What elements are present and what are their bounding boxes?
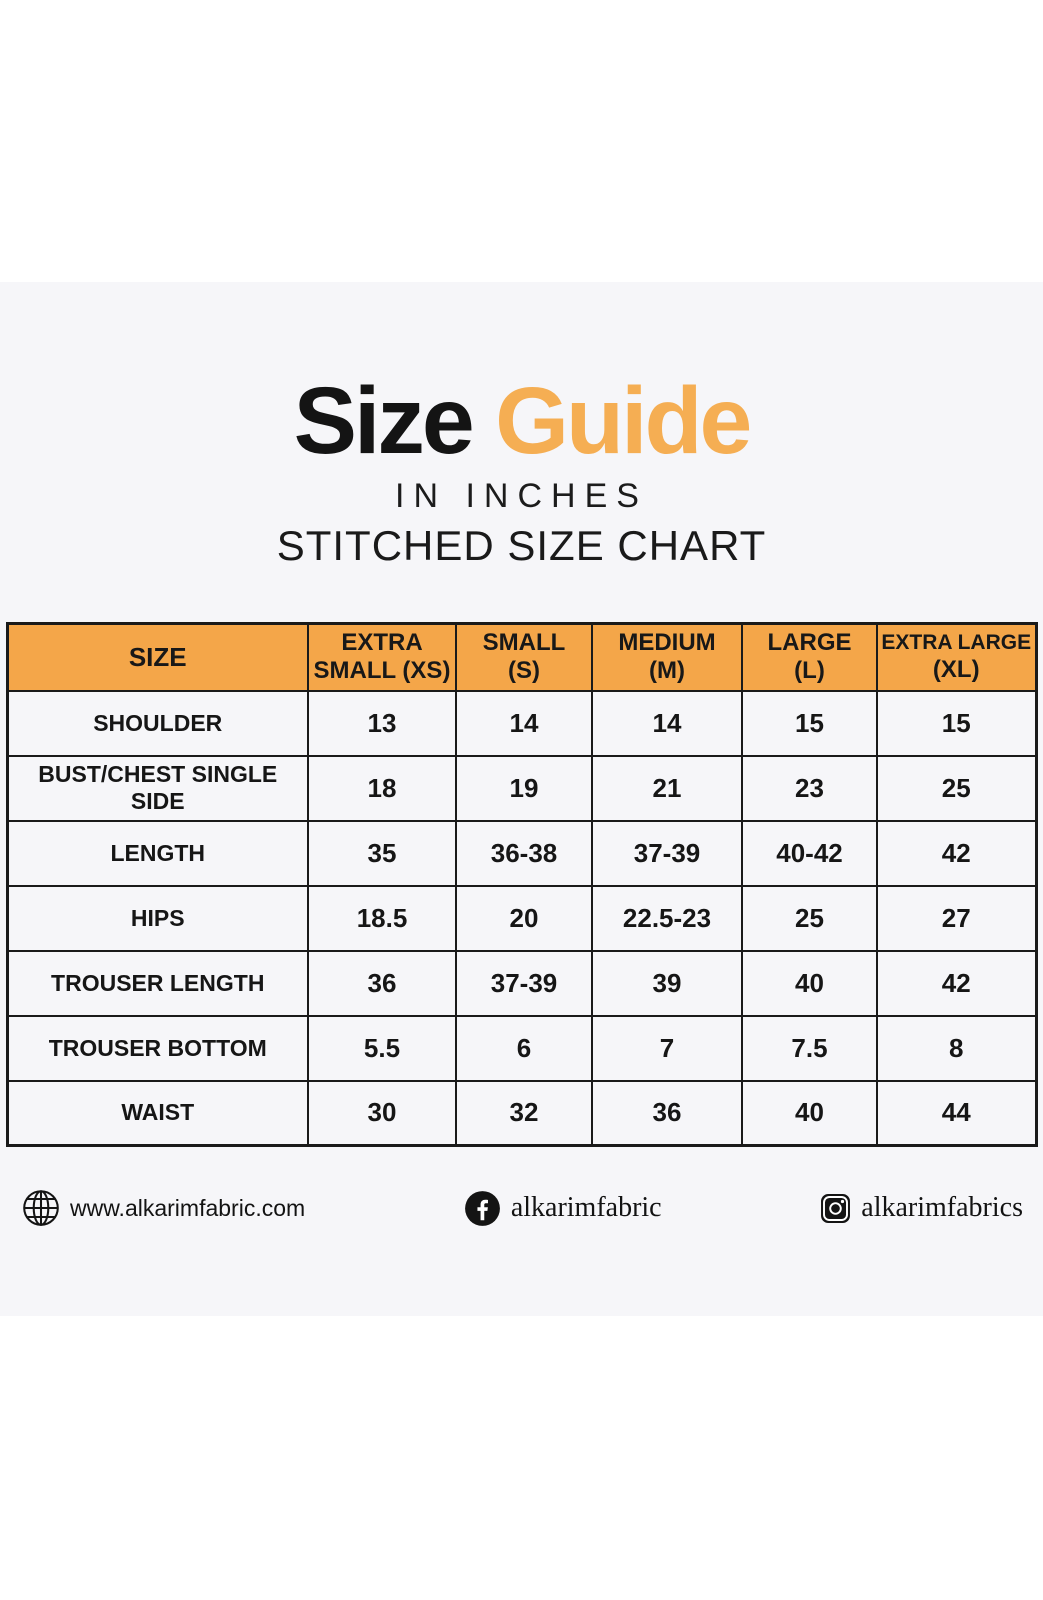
- cell-value: 36-38: [455, 819, 593, 887]
- table-row-waist: WAIST 30 32 36 40 44: [6, 1079, 1037, 1147]
- cell-value: 5.5: [307, 1014, 457, 1082]
- row-label: TROUSER BOTTOM: [6, 1014, 309, 1082]
- cell-value: 37-39: [591, 819, 743, 887]
- col-header-large: LARGE (L): [741, 622, 878, 692]
- row-label: SHOULDER: [6, 689, 309, 757]
- col-header-label: EXTRA: [341, 629, 423, 657]
- col-header-extra-large: EXTRA LARGE (XL): [876, 622, 1037, 692]
- col-header-extra-small: EXTRA SMALL (XS): [307, 622, 457, 692]
- cell-value: 35: [307, 819, 457, 887]
- col-header-label: (L): [794, 657, 825, 685]
- col-header-label: (M): [649, 657, 685, 685]
- row-label: LENGTH: [6, 819, 309, 887]
- cell-value: 32: [455, 1079, 593, 1147]
- col-header-label: EXTRA LARGE: [881, 631, 1032, 655]
- col-header-label: SIZE: [128, 642, 187, 673]
- col-header-label: (S): [508, 657, 540, 685]
- col-header-label: LARGE: [767, 629, 852, 657]
- size-chart-table: SIZE EXTRA SMALL (XS) SMALL (S) MEDIUM (…: [5, 622, 1038, 1147]
- cell-value: 36: [591, 1079, 743, 1147]
- cell-value: 20: [455, 884, 593, 952]
- bottom-spacer: [0, 1316, 1043, 1600]
- cell-value: 25: [876, 754, 1037, 822]
- cell-value: 40: [741, 1079, 878, 1147]
- cell-value: 18.5: [307, 884, 457, 952]
- cell-value: 44: [876, 1079, 1037, 1147]
- cell-value: 21: [591, 754, 743, 822]
- col-header-label: SMALL: [482, 629, 566, 657]
- instagram-icon: [820, 1193, 851, 1224]
- cell-value: 40: [741, 949, 878, 1017]
- page-title-orange: Guide: [495, 368, 752, 474]
- header-row: SIZE EXTRA SMALL (XS) SMALL (S) MEDIUM (…: [6, 622, 1037, 692]
- cell-value: 7: [591, 1014, 743, 1082]
- footer-instagram: alkarimfabrics: [820, 1192, 1023, 1224]
- cell-value: 23: [741, 754, 878, 822]
- row-label: TROUSER LENGTH: [6, 949, 309, 1017]
- page-title: Size Guide: [0, 374, 1043, 469]
- cell-value: 15: [741, 689, 878, 757]
- table-row-hips: HIPS 18.5 20 22.5-23 25 27: [6, 884, 1037, 952]
- row-label: BUST/CHEST SINGLE SIDE: [6, 754, 309, 822]
- row-label: WAIST: [6, 1079, 309, 1147]
- title-space: [472, 368, 495, 474]
- cell-value: 15: [876, 689, 1037, 757]
- row-label: HIPS: [6, 884, 309, 952]
- table-row-length: LENGTH 35 36-38 37-39 40-42 42: [6, 819, 1037, 887]
- table-row-trouser-bottom: TROUSER BOTTOM 5.5 6 7 7.5 8: [6, 1014, 1037, 1082]
- cell-value: 27: [876, 884, 1037, 952]
- col-header-medium: MEDIUM (M): [591, 622, 743, 692]
- cell-value: 40-42: [741, 819, 878, 887]
- col-header-label: SMALL (XS): [313, 657, 451, 685]
- cell-value: 36: [307, 949, 457, 1017]
- footer-website: www.alkarimfabric.com: [22, 1189, 305, 1227]
- col-header-small: SMALL (S): [455, 622, 593, 692]
- col-header-label: (XL): [932, 655, 980, 683]
- cell-value: 25: [741, 884, 878, 952]
- subtitle-in-inches: IN INCHES: [395, 477, 648, 515]
- facebook-icon: [464, 1190, 501, 1227]
- col-header-size: SIZE: [6, 622, 309, 692]
- cell-value: 19: [455, 754, 593, 822]
- top-spacer: [0, 0, 1043, 282]
- table-row-bust-chest: BUST/CHEST SINGLE SIDE 18 19 21 23 25: [6, 754, 1037, 822]
- size-guide-panel: Size Guide IN INCHES STITCHED SIZE CHART…: [0, 282, 1043, 1316]
- cell-value: 39: [591, 949, 743, 1017]
- footer-facebook: alkarimfabric: [464, 1190, 662, 1227]
- cell-value: 30: [307, 1079, 457, 1147]
- cell-value: 7.5: [741, 1014, 878, 1082]
- col-header-label: MEDIUM: [618, 629, 716, 657]
- cell-value: 18: [307, 754, 457, 822]
- cell-value: 37-39: [455, 949, 593, 1017]
- cell-value: 8: [876, 1014, 1037, 1082]
- cell-value: 42: [876, 819, 1037, 887]
- page-title-black: Size: [293, 368, 475, 474]
- cell-value: 6: [455, 1014, 593, 1082]
- table-row-trouser-length: TROUSER LENGTH 36 37-39 39 40 42: [6, 949, 1037, 1017]
- website-url: www.alkarimfabric.com: [70, 1194, 306, 1221]
- cell-value: 22.5-23: [591, 884, 743, 952]
- cell-value: 14: [455, 689, 593, 757]
- cell-value: 14: [591, 689, 743, 757]
- instagram-handle: alkarimfabrics: [861, 1192, 1023, 1223]
- facebook-handle: alkarimfabric: [510, 1192, 662, 1223]
- cell-value: 13: [307, 689, 457, 757]
- subtitle-stitched-size-chart: STITCHED SIZE CHART: [276, 521, 767, 569]
- globe-icon: [22, 1189, 60, 1227]
- table-row-shoulder: SHOULDER 13 14 14 15 15: [6, 689, 1037, 757]
- footer: www.alkarimfabric.com alkarimfabric: [0, 1189, 1043, 1227]
- cell-value: 42: [876, 949, 1037, 1017]
